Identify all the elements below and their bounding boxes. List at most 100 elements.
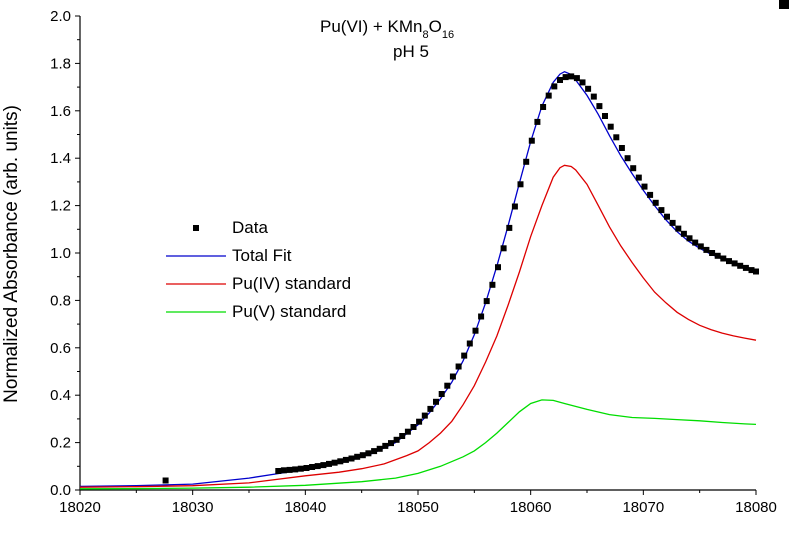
data-point [664,213,670,220]
data-point [726,258,732,265]
legend-item: Pu(IV) standard [166,274,351,293]
axes: 0.0 0.2 0.4 0.6 0.8 1.0 1.2 1.4 1.6 1.8 2.0 18020 18… [50,8,777,516]
y-tick-label: 2.0 [50,8,71,25]
data-point [286,466,293,473]
data-point [613,134,620,141]
data-point [742,264,749,271]
data-point [275,468,282,474]
data-point [540,104,547,110]
legend-marker [193,225,199,231]
data-point [489,281,496,288]
legend-box [137,210,391,334]
legend-label: Data [232,218,268,237]
data-point [720,255,727,262]
legend-label: Total Fit [232,246,292,265]
legend-item: Pu(V) standard [166,302,346,321]
data-point [382,442,389,449]
chart-title-sub16: 16 [442,29,454,41]
y-tick-label: 0.0 [50,482,71,499]
data-point [297,465,304,472]
data-point [393,436,400,443]
data-point [528,137,535,144]
data-point [478,313,485,320]
y-tick-label: 1.0 [50,245,71,262]
data-point [602,113,608,119]
x-tick-label: 18020 [59,499,101,516]
data-point [624,155,631,162]
chart-title-text: Pu(VI) + KMn8O16 [320,17,454,41]
legend: Data Total Fit Pu(IV) standard Pu(V) standa… [137,210,391,334]
data-point [545,92,552,99]
data-point [686,235,693,242]
data-point [495,264,501,271]
data-point [326,460,332,467]
data-point [534,118,541,125]
data-point [596,103,603,110]
data-point [523,158,530,165]
data-point [562,74,569,81]
data-point [410,424,417,430]
data-point [461,352,468,359]
x-tick-label: 18060 [510,499,552,516]
y-tick-label: 0.6 [50,340,71,357]
data-point [692,239,699,246]
data-point [557,77,563,83]
data-point [314,463,321,470]
data-point [607,123,614,130]
data-point [371,448,378,455]
data-point [517,181,524,188]
legend-label: Pu(IV) standard [232,274,351,293]
legend-item: Data [193,218,268,237]
data-point [309,464,316,470]
legend-item: Total Fit [166,246,292,265]
data-point [365,450,372,457]
data-point [630,165,637,172]
y-axis-label: Normalized Absorbance (arb. units) [1,105,22,403]
data-point [337,458,344,465]
data-point [618,145,625,151]
data-point [680,230,687,237]
data-point [573,75,580,82]
chart-title-o: O [429,17,442,36]
data-point [438,391,445,397]
x-tick-label: 18080 [735,499,777,516]
data-point [466,340,473,347]
data-point [320,462,327,469]
data-point [354,453,361,460]
y-tick-label: 1.2 [50,198,71,215]
y-tick-label: 0.4 [50,387,71,404]
data-point [483,298,490,305]
data-point [388,440,394,447]
data-point [416,418,423,425]
chart-title-main: Pu(VI) + KMn [320,17,423,36]
data-point [551,83,558,90]
data-point [500,245,507,252]
x-tick-label: 18050 [397,499,439,516]
data-point [359,452,366,459]
data-point [331,459,338,466]
data-point [652,199,659,206]
data-point [675,225,682,232]
chart-title: Pu(VI) + KMn8O16 pH 5 [320,17,454,61]
data-point [303,465,310,471]
y-tick-label: 0.8 [50,292,71,309]
data-point [342,456,349,463]
data-point [714,252,721,259]
y-tick-label: 1.8 [50,55,71,72]
corner-mark [779,0,789,9]
data-point [444,382,451,389]
chart-subtitle: pH 5 [393,42,429,61]
data-point [162,477,169,484]
data-point [506,224,513,231]
x-tick-label: 18030 [172,499,214,516]
data-point [635,174,642,181]
data-point [449,373,456,380]
data-point [748,267,755,274]
data-point [585,85,592,92]
data-point [703,246,710,253]
data-point [433,398,439,405]
data-point [348,455,355,462]
y-tick-label: 0.2 [50,435,71,452]
data-point [579,79,586,86]
